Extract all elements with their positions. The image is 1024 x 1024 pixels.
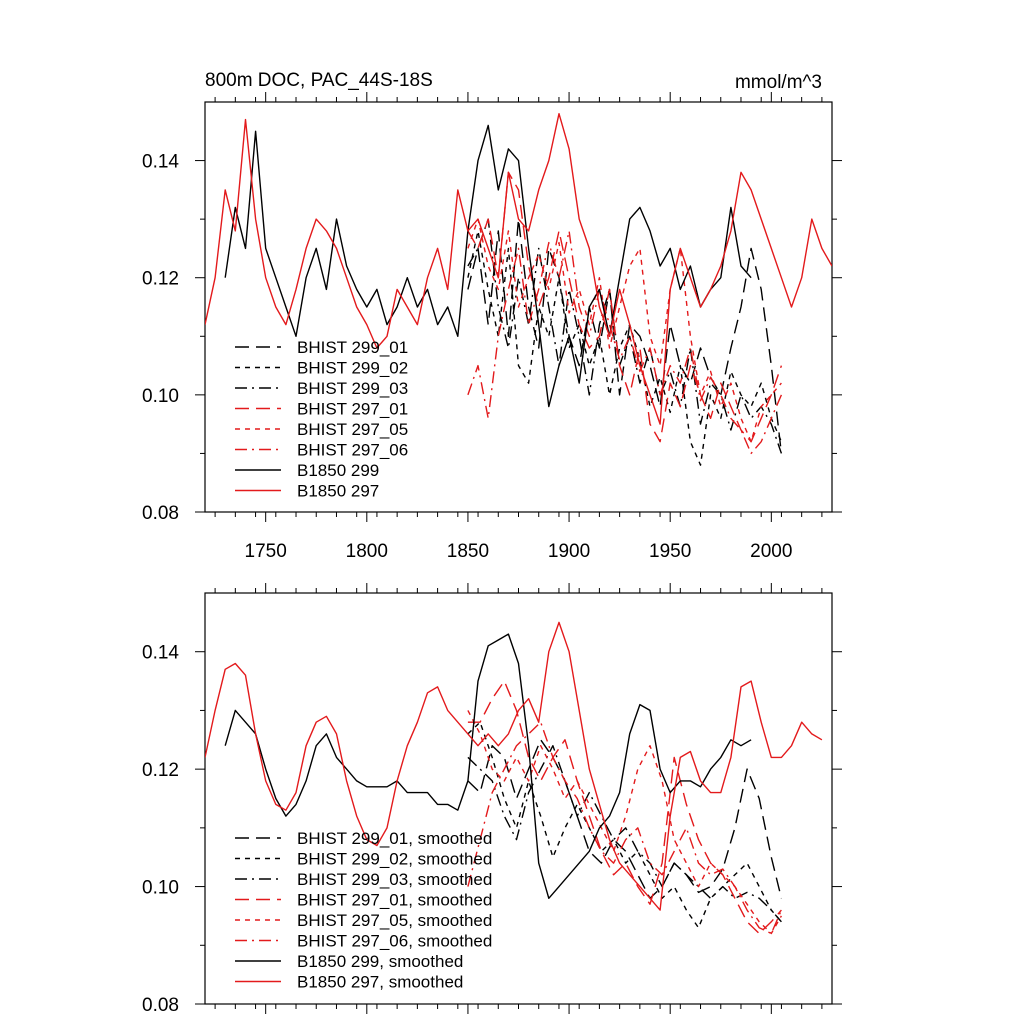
legend: BHIST 299_01, smoothed BHIST 299_02, smoo… <box>235 829 492 992</box>
x-tick-label: 1850 <box>447 541 489 562</box>
legend-label: BHIST 299_03 <box>297 379 408 398</box>
legend-label: BHIST 299_02, smoothed <box>297 850 492 869</box>
y-tick-label: 0.12 <box>142 760 179 781</box>
units-label: mmol/m^3 <box>735 72 822 93</box>
series-line <box>467 745 782 923</box>
legend-label: B1850 299 <box>297 461 379 480</box>
y-tick-label: 0.10 <box>142 386 179 407</box>
y-tick-label: 0.08 <box>142 995 179 1016</box>
legend-label: BHIST 299_01, smoothed <box>297 829 492 848</box>
series-line <box>467 739 783 899</box>
legend-label: BHIST 297_06 <box>297 441 408 460</box>
series-line <box>467 721 783 935</box>
series-line <box>224 124 752 408</box>
series-group <box>205 113 832 466</box>
series-line <box>467 721 782 929</box>
legend-label: B1850 297 <box>297 482 379 501</box>
legend-label: BHIST 297_05, smoothed <box>297 911 492 930</box>
x-tick-label: 1800 <box>346 541 388 562</box>
series-line <box>467 230 783 466</box>
series-line <box>205 621 823 911</box>
x-tick-label: 1950 <box>649 541 691 562</box>
legend-label: BHIST 297_01 <box>297 400 408 419</box>
legend-label: B1850 299, smoothed <box>297 952 463 971</box>
series-line <box>467 218 783 454</box>
chart-title: 800m DOC, PAC_44S-18S <box>205 70 433 91</box>
x-tick-label: 1750 <box>245 541 287 562</box>
series-line <box>467 171 783 443</box>
series-line <box>467 680 782 935</box>
chart-panel-1: 1750 1800 1850 1900 1950 2000 0.08 0.10 0.12 0.14… <box>142 70 842 562</box>
series-group <box>205 621 823 935</box>
legend-label: BHIST 297_06, smoothed <box>297 932 492 951</box>
y-tick-label: 0.14 <box>142 152 179 173</box>
legend-label: BHIST 299_01 <box>297 338 408 357</box>
series-line <box>205 113 832 425</box>
x-tick-label: 1900 <box>548 541 590 562</box>
legend-label: B1850 297, smoothed <box>297 973 463 992</box>
x-tick-label: 2000 <box>750 541 792 562</box>
legend-label: BHIST 297_01, smoothed <box>297 891 492 910</box>
legend-label: BHIST 299_02 <box>297 359 408 378</box>
y-tick-label: 0.08 <box>142 503 179 524</box>
y-tick-label: 0.12 <box>142 269 179 290</box>
series-line <box>467 218 783 454</box>
legend-label: BHIST 299_03, smoothed <box>297 870 492 889</box>
series-line <box>224 633 752 899</box>
series-line <box>467 710 783 935</box>
y-tick-label: 0.10 <box>142 878 179 899</box>
series-line <box>467 230 783 455</box>
legend-label: BHIST 297_05 <box>297 420 408 439</box>
y-tick-label: 0.14 <box>142 643 179 664</box>
